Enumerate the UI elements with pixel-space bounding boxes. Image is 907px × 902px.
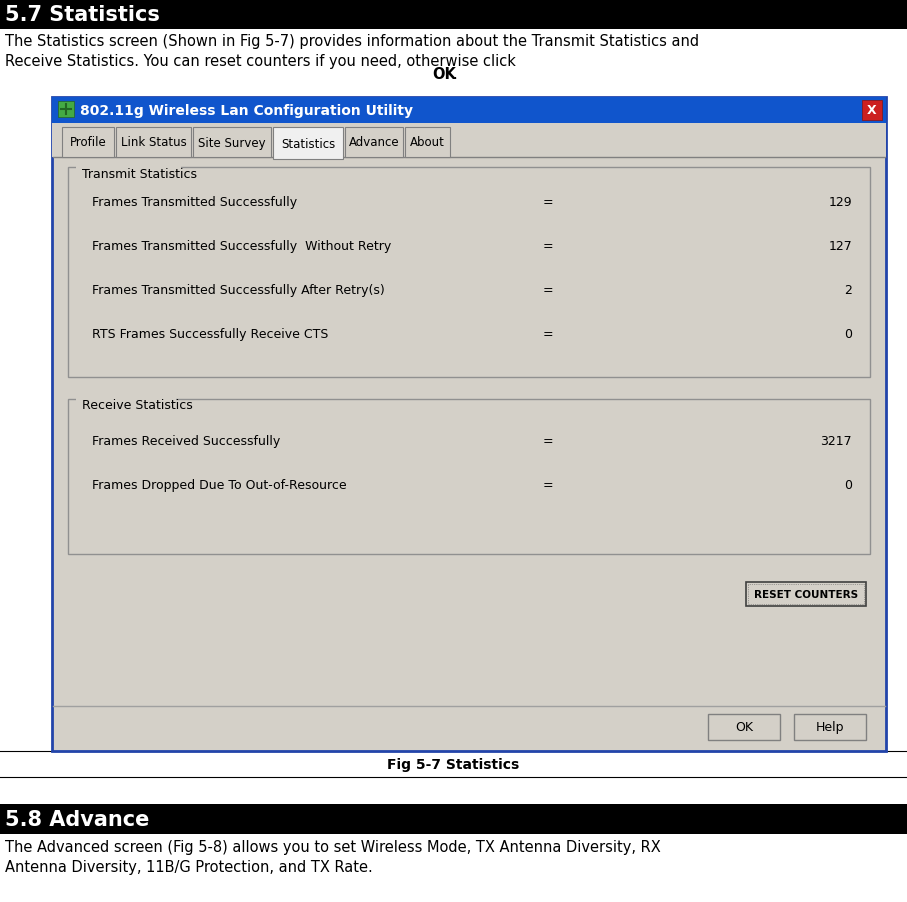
Text: RTS Frames Successfully Receive CTS: RTS Frames Successfully Receive CTS — [92, 327, 328, 341]
Bar — [0, 751, 907, 778]
Bar — [62, 128, 114, 158]
Bar — [794, 714, 866, 741]
Text: Statistics: Statistics — [281, 137, 335, 151]
Bar — [0, 804, 907, 834]
Text: The Statistics screen (Shown in Fig 5-7) provides information about the Transmit: The Statistics screen (Shown in Fig 5-7)… — [5, 34, 699, 69]
Text: About: About — [410, 136, 445, 150]
Bar — [273, 128, 343, 160]
Bar — [345, 128, 403, 158]
Bar — [52, 124, 886, 158]
Bar — [405, 128, 450, 158]
Text: 129: 129 — [828, 196, 852, 208]
Bar — [862, 101, 882, 121]
Text: Frames Received Successfully: Frames Received Successfully — [92, 435, 280, 447]
Bar — [708, 714, 780, 741]
Bar — [0, 0, 907, 30]
Text: Advance: Advance — [348, 136, 399, 150]
Bar — [52, 98, 886, 124]
Text: =: = — [542, 435, 553, 447]
Text: Site Survey: Site Survey — [199, 136, 266, 150]
Text: =: = — [542, 478, 553, 492]
Text: Frames Transmitted Successfully  Without Retry: Frames Transmitted Successfully Without … — [92, 240, 391, 253]
Bar — [52, 98, 886, 751]
Text: Frames Transmitted Successfully: Frames Transmitted Successfully — [92, 196, 297, 208]
Text: The Advanced screen (Fig 5-8) allows you to set Wireless Mode, TX Antenna Divers: The Advanced screen (Fig 5-8) allows you… — [5, 839, 661, 874]
Bar — [76, 167, 181, 180]
Bar — [68, 400, 870, 555]
Text: OK: OK — [735, 721, 753, 733]
Text: Frames Transmitted Successfully After Retry(s): Frames Transmitted Successfully After Re… — [92, 284, 385, 297]
Text: Frames Dropped Due To Out-of-Resource: Frames Dropped Due To Out-of-Resource — [92, 478, 346, 492]
Bar — [76, 399, 176, 412]
Text: .: . — [452, 67, 457, 82]
Text: Receive Statistics: Receive Statistics — [82, 399, 193, 412]
Text: Transmit Statistics: Transmit Statistics — [82, 167, 197, 180]
Text: 5.8 Advance: 5.8 Advance — [5, 809, 150, 829]
Text: 0: 0 — [844, 327, 852, 341]
Text: =: = — [542, 196, 553, 208]
Text: OK: OK — [432, 67, 456, 82]
Text: Help: Help — [815, 721, 844, 733]
Text: 127: 127 — [828, 240, 852, 253]
Text: =: = — [542, 240, 553, 253]
Text: 5.7 Statistics: 5.7 Statistics — [5, 5, 160, 25]
Bar — [746, 583, 866, 606]
Bar — [116, 128, 191, 158]
Text: X: X — [867, 105, 877, 117]
Text: =: = — [542, 327, 553, 341]
Text: 3217: 3217 — [820, 435, 852, 447]
Text: 0: 0 — [844, 478, 852, 492]
Text: Link Status: Link Status — [121, 136, 186, 150]
Text: Profile: Profile — [70, 136, 106, 150]
Text: RESET COUNTERS: RESET COUNTERS — [754, 589, 858, 599]
Bar — [58, 102, 74, 118]
Bar — [193, 128, 271, 158]
Bar — [748, 584, 864, 604]
Text: 2: 2 — [844, 284, 852, 297]
Text: Fig 5-7 Statistics: Fig 5-7 Statistics — [387, 757, 520, 771]
Text: =: = — [542, 284, 553, 297]
Text: 802.11g Wireless Lan Configuration Utility: 802.11g Wireless Lan Configuration Utili… — [80, 104, 413, 118]
Bar — [0, 778, 907, 804]
Bar — [68, 168, 870, 378]
